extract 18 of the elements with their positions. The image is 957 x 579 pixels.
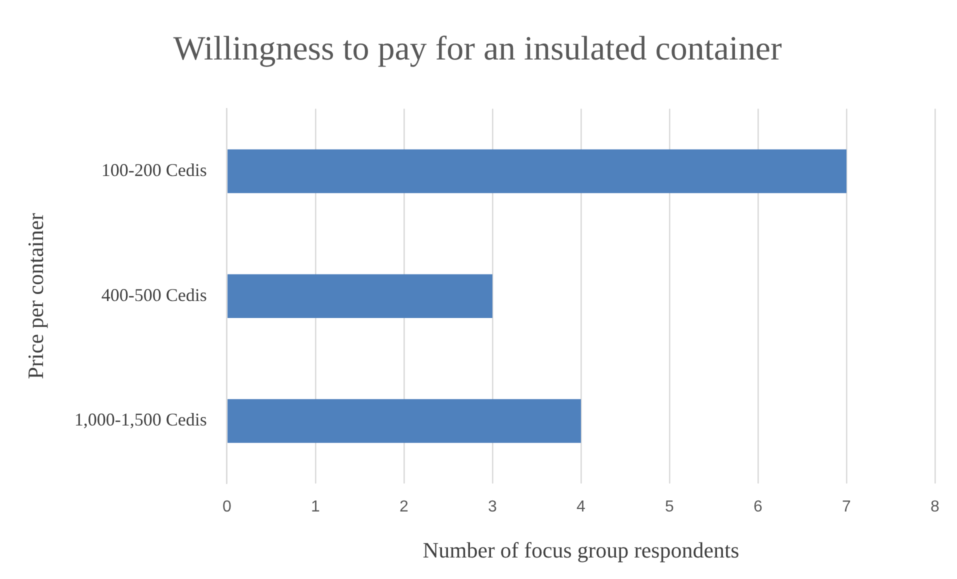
y-tick-label: 400-500 Cedis xyxy=(101,284,207,305)
bar xyxy=(228,399,581,443)
x-tick-label: 6 xyxy=(754,498,763,516)
y-axis-title: Price per container xyxy=(22,212,48,380)
chart-title: Willingness to pay for an insulated container xyxy=(173,30,782,68)
bar xyxy=(228,274,492,318)
x-tick-label: 1 xyxy=(310,498,320,516)
x-tick-label: 2 xyxy=(399,498,408,516)
y-tick-label: 100-200 Cedis xyxy=(101,160,207,180)
x-tick-label: 4 xyxy=(576,498,586,516)
bar xyxy=(228,149,846,194)
x-tick-label: 8 xyxy=(930,498,940,516)
x-tick-label: 7 xyxy=(842,498,852,516)
y-tick-label: 1,000-1,500 Cedis xyxy=(74,410,207,430)
x-tick-label: 5 xyxy=(665,498,674,516)
x-axis-title: Number of focus group respondents xyxy=(422,538,740,563)
x-tick-label: 0 xyxy=(222,498,232,516)
x-tick-label: 3 xyxy=(488,498,497,516)
